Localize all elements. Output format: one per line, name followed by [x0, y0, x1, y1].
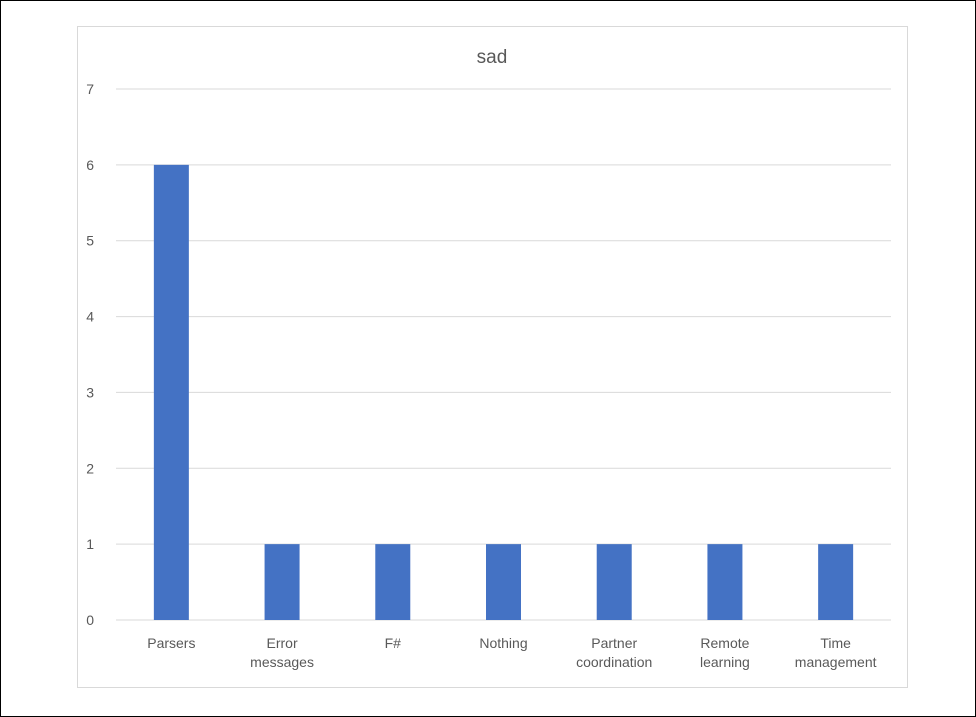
- bar: [818, 544, 854, 620]
- bar-chart: sad 0 1 2 3 4 5 6 7 Parsers Error messages F# Nothi…: [86, 47, 891, 670]
- y-tick-label: 7: [86, 81, 94, 97]
- gridlines: [116, 88, 891, 621]
- y-tick-label: 5: [86, 233, 94, 249]
- bar: [707, 544, 743, 620]
- y-tick-label: 0: [86, 612, 94, 628]
- x-axis-ticks: Parsers Error messages F# Nothing Partner coor…: [147, 635, 876, 670]
- x-tick-label: Time management: [795, 635, 877, 670]
- x-tick-label: F#: [385, 635, 402, 651]
- y-tick-label: 3: [86, 384, 94, 400]
- y-tick-label: 4: [86, 309, 94, 325]
- bar: [486, 544, 521, 620]
- chart-title: sad: [477, 47, 508, 68]
- chart-area: sad 0 1 2 3 4 5 6 7 Parsers Error messages F# Nothi…: [77, 26, 908, 688]
- y-tick-label: 6: [86, 157, 94, 173]
- bar: [596, 544, 632, 620]
- x-tick-label: Parsers: [147, 635, 195, 651]
- x-tick-label: Error messages: [250, 635, 314, 670]
- x-tick-label: Partner coordination: [576, 635, 652, 670]
- bar: [264, 544, 300, 620]
- y-tick-label: 1: [86, 536, 94, 552]
- y-axis-ticks: 0 1 2 3 4 5 6 7: [86, 81, 94, 628]
- bar: [153, 164, 189, 620]
- y-tick-label: 2: [86, 460, 94, 476]
- bar: [375, 544, 411, 620]
- x-tick-label: Remote learning: [700, 635, 750, 670]
- x-tick-label: Nothing: [479, 635, 527, 651]
- bars: [153, 164, 854, 620]
